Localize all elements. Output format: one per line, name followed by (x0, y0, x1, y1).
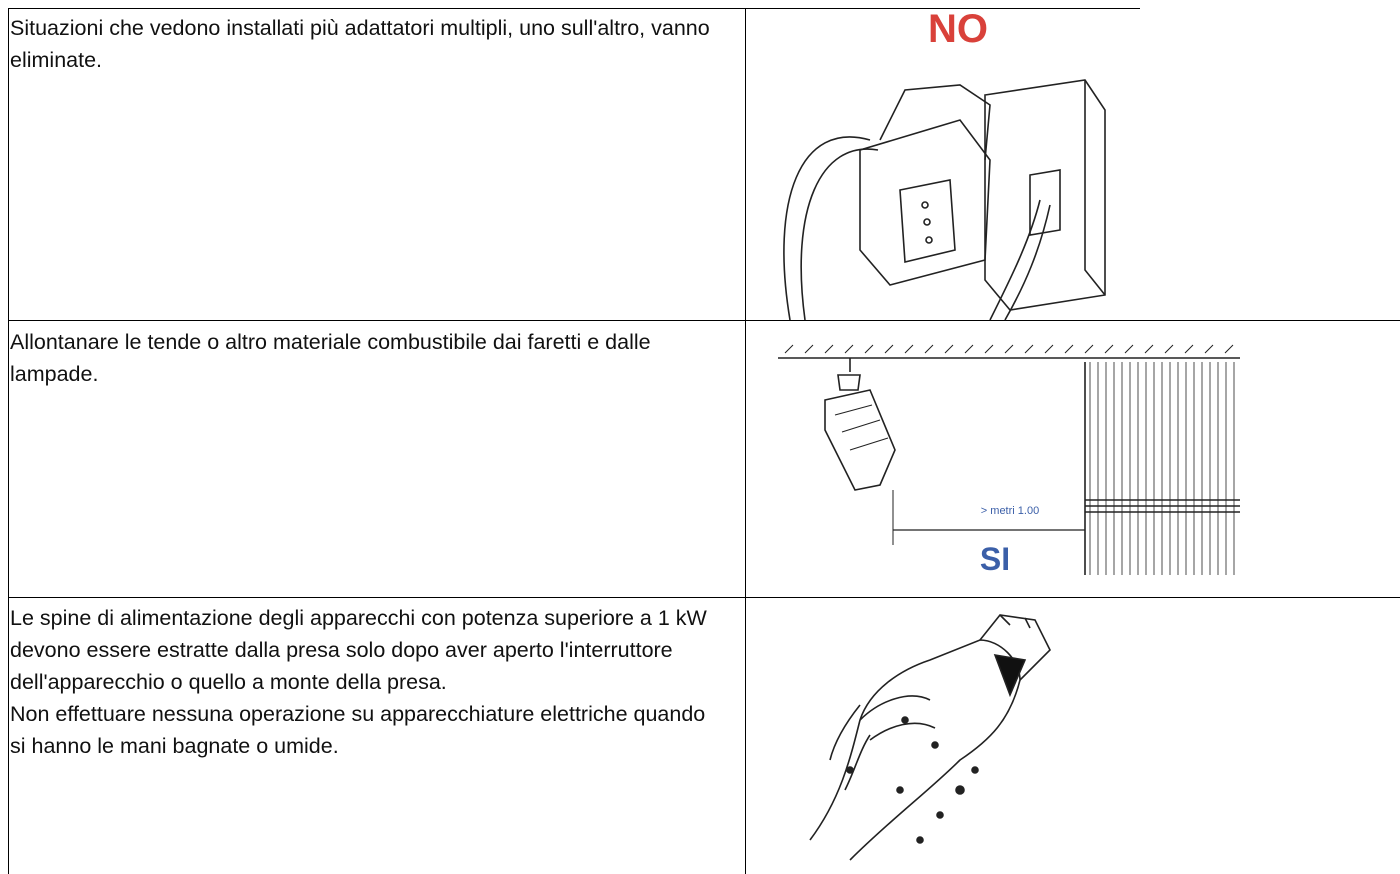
image-label: NO (928, 7, 988, 51)
paragraph: Le spine di alimentazione degli apparecc… (10, 606, 707, 694)
paragraph: Non effettuare nessuna operazione su app… (10, 702, 706, 758)
text-cell: Le spine di alimentazione degli apparecc… (10, 602, 725, 762)
curtain-illustration: > metri 1.00 SI (778, 344, 1240, 577)
text-cell: Situazioni che vedono installati più ada… (10, 12, 725, 76)
row-divider (8, 320, 1400, 321)
text-cell: Allontanare le tende o altro materiale c… (10, 326, 725, 390)
image-label: SI (980, 541, 1010, 577)
border-left (8, 8, 9, 874)
paragraph: Situazioni che vedono installati più ada… (10, 16, 710, 72)
adapter-illustration: NO (783, 7, 1106, 321)
border-middle (745, 8, 746, 874)
paragraph: Allontanare le tende o altro materiale c… (10, 330, 651, 386)
border-top (8, 8, 1140, 9)
wet-hand-illustration (809, 614, 1051, 861)
row-divider (8, 597, 1400, 598)
image-label: > metri 1.00 (981, 505, 1039, 517)
